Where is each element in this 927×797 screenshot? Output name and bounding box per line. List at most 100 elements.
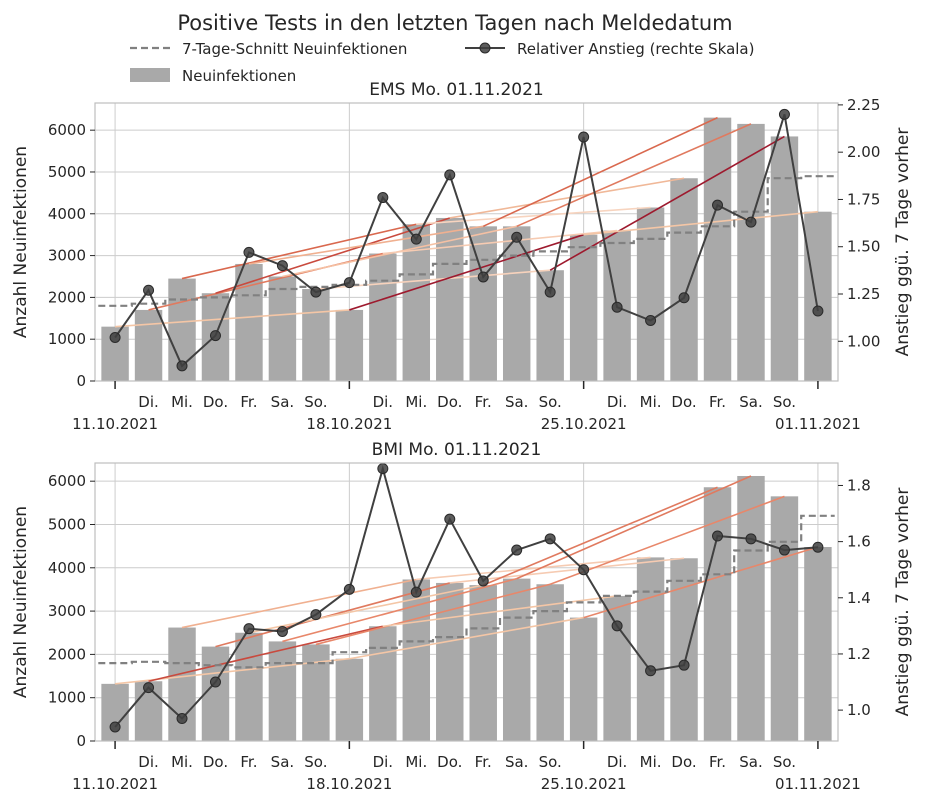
x-day-label: Sa. [271,393,294,411]
y-tick-label: 4000 [48,205,86,223]
trend-line [382,229,618,255]
bar [268,276,297,381]
ratio-point [276,260,288,272]
ratio-point [712,199,724,211]
ratio-point [377,463,389,475]
x-day-label: So. [304,753,327,771]
y-tick-label: 4000 [48,559,86,577]
y2-tick-label: 1.8 [847,476,871,494]
x-day-label: So. [773,393,796,411]
bar [804,547,832,741]
bar [636,207,665,381]
ratio-point [243,246,255,258]
y2-axis-label: Anstieg ggü. 7 Tage vorher [893,488,913,717]
x-day-label: Fr. [475,753,492,771]
trend-line [315,583,551,646]
x-day-label: Sa. [505,393,528,411]
trend-line [583,546,819,619]
x-day-label: Mi. [171,393,193,411]
bar [569,617,598,741]
trend-line [549,135,785,271]
ratio-point [778,544,790,556]
y2-tick-label: 1.25 [847,285,880,303]
ratio-point [377,192,389,204]
ratio-point [176,360,188,372]
x-date-label: 25.10.2021 [541,775,627,793]
trend-line [181,223,417,280]
ratio-point [678,292,690,304]
x-day-label: Di. [138,753,159,771]
x-day-label: Fr. [475,393,492,411]
legend-swatch-ratio-marker [479,42,491,54]
x-day-label: Fr. [240,393,257,411]
x-day-label: So. [773,753,796,771]
x-day-label: Mi. [405,393,427,411]
bar [469,585,497,741]
y-tick-label: 2000 [48,288,86,306]
y2-tick-label: 1.2 [847,645,871,663]
chart-bmi: BMI Mo. 01.11.2021 0 1000 2000 3000 4000 5000 6… [11,440,913,793]
legend-label: 7-Tage-Schnitt Neuinfektionen [182,40,407,58]
legend-swatch-bars [130,68,170,82]
y2-tick-label: 1.50 [847,238,880,256]
plot-frame [94,462,839,742]
x-date-label: 01.11.2021 [775,775,861,793]
y2-tick-label: 1.75 [847,190,880,208]
x-day-label: Di. [607,393,628,411]
avg7-line [98,514,835,669]
y-tick-label: 0 [76,732,86,750]
ratio-point [678,659,690,671]
bar [436,217,464,381]
ratio-point [812,305,824,317]
x-day-label: Do. [671,393,696,411]
x-day-label: So. [539,753,562,771]
trend-line [349,233,584,311]
trend-line [248,225,484,265]
panel-title: EMS Mo. 01.11.2021 [369,80,544,100]
ratio-line [114,464,818,728]
trend-line [416,206,651,226]
x-day-label: So. [304,393,327,411]
bar [603,595,631,741]
ratio-point [143,682,155,694]
trend-line [215,217,451,294]
x-day-label: Do. [437,753,462,771]
y-tick-label: 2000 [48,645,86,663]
ratio-point [276,625,288,637]
avg7-line [98,175,835,307]
figure-title: Positive Tests in den letzten Tagen nach… [177,11,732,35]
x-day-label: Di. [373,393,394,411]
trend-line [516,123,752,228]
ratio-point [544,286,556,298]
x-day-label: Mi. [640,393,662,411]
x-day-label: Sa. [739,393,762,411]
legend: 7-Tage-Schnitt Neuinfektionen Relativer A… [130,40,754,85]
bar [502,578,531,741]
bar [335,309,364,381]
x-day-label: Fr. [709,393,726,411]
ratio-point [645,314,657,326]
x-date-label: 18.10.2021 [306,415,392,433]
bar [436,582,464,741]
y-tick-label: 1000 [48,689,86,707]
panel-title: BMI Mo. 01.11.2021 [372,440,542,460]
bar [636,557,665,741]
ratio-point [410,233,422,245]
bar [235,632,263,741]
trend-line [148,625,384,683]
ratio-point [109,721,121,733]
ratio-point [310,609,322,621]
ratio-point [511,231,523,243]
bar [737,123,765,381]
bar [268,641,297,741]
bar [402,579,431,741]
y-tick-label: 6000 [48,121,86,139]
bar [335,658,364,741]
bar [302,289,330,381]
ratio-point [611,301,623,313]
plot-frame [94,102,839,382]
ratio-point [143,284,155,296]
bar [737,475,765,741]
x-day-label: Di. [138,393,159,411]
